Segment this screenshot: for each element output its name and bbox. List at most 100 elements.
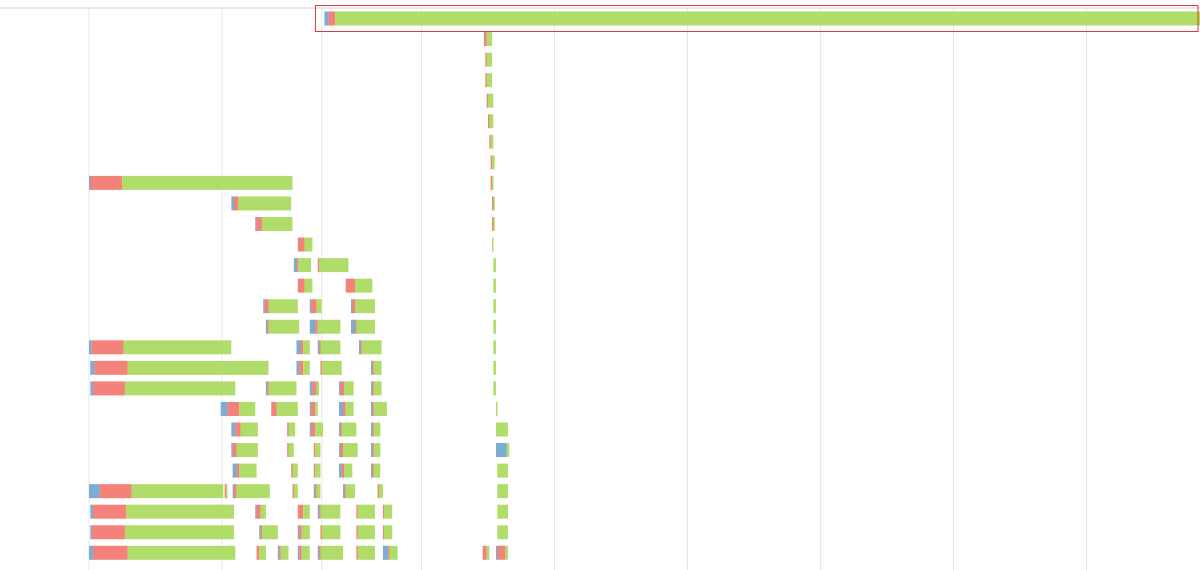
receive-segment (317, 319, 341, 334)
receive-segment (303, 360, 310, 375)
receive-segment (493, 299, 496, 314)
receive-segment (497, 463, 508, 478)
receive-segment (320, 504, 341, 519)
connect-segment (267, 319, 269, 334)
receive-segment (495, 401, 498, 416)
receive-segment (268, 381, 297, 396)
request-row (488, 114, 494, 129)
connect-segment (372, 443, 374, 458)
dns-segment (89, 175, 91, 190)
connect-segment (91, 340, 124, 355)
request-bars (89, 11, 1200, 560)
dns-segment (231, 422, 236, 437)
selected-row-highlight (314, 5, 1199, 32)
receive-segment (486, 73, 492, 88)
request-row (90, 360, 496, 375)
receive-segment (335, 11, 1200, 26)
receive-segment (373, 360, 382, 375)
dns-segment (317, 504, 320, 519)
dns-segment (296, 340, 301, 355)
connect-segment (320, 525, 322, 540)
dns-segment (339, 422, 341, 437)
receive-segment (297, 258, 312, 273)
dns-segment (343, 484, 345, 499)
request-row (220, 401, 498, 416)
receive-segment (497, 484, 508, 499)
connect-segment (340, 422, 342, 437)
request-row (263, 299, 496, 314)
connect-segment (312, 381, 317, 396)
connect-segment (345, 278, 355, 293)
receive-segment (355, 299, 375, 314)
connect-segment (297, 237, 305, 252)
connect-segment (279, 545, 281, 560)
dns-segment (324, 11, 329, 26)
connect-segment (236, 463, 240, 478)
receive-segment (491, 175, 494, 190)
receive-segment (240, 422, 258, 437)
dns-segment (370, 443, 373, 458)
request-row (485, 73, 492, 88)
receive-segment (486, 545, 490, 560)
receive-segment (341, 422, 357, 437)
receive-segment (316, 484, 321, 499)
connect-segment (488, 114, 490, 129)
dns-segment (90, 525, 92, 540)
connect-segment (491, 217, 494, 231)
connect-segment (92, 545, 128, 560)
dns-segment (220, 401, 228, 416)
receive-segment (122, 175, 293, 190)
connect-segment (486, 93, 489, 108)
receive-segment (288, 422, 296, 437)
receive-segment (288, 443, 294, 458)
connect-segment (382, 525, 385, 540)
dns-segment (90, 381, 93, 396)
connect-segment (92, 504, 127, 519)
dns-segment (89, 484, 100, 499)
dns-segment (293, 258, 297, 273)
request-row (484, 32, 492, 47)
connect-segment (267, 381, 269, 396)
receive-segment (292, 463, 298, 478)
connect-segment (372, 422, 374, 437)
connect-segment (233, 484, 237, 499)
connect-segment (315, 319, 318, 334)
receive-segment (493, 217, 495, 231)
dns-segment (351, 299, 353, 314)
receive-segment (124, 381, 236, 396)
connect-segment (313, 443, 316, 458)
connect-segment (91, 525, 125, 540)
dns-segment (317, 340, 320, 355)
receive-segment (343, 443, 358, 458)
receive-segment (505, 545, 508, 560)
dns-segment (259, 525, 261, 540)
receive-segment (384, 504, 393, 519)
receive-segment (259, 545, 266, 560)
receive-segment (126, 504, 234, 519)
gridlines (0, 7, 1200, 570)
receive-segment (493, 196, 495, 211)
connect-segment (291, 463, 293, 478)
connect-segment (315, 484, 317, 499)
request-row (89, 175, 494, 190)
connect-segment (484, 32, 487, 47)
receive-segment (124, 525, 234, 540)
dns-segment (317, 545, 320, 560)
request-row (90, 381, 496, 396)
receive-segment (378, 484, 383, 499)
dns-segment (265, 319, 268, 334)
dns-segment (370, 360, 373, 375)
connect-segment (311, 299, 317, 314)
receive-segment (373, 463, 381, 478)
connect-segment (482, 545, 487, 560)
receive-segment (345, 484, 355, 499)
dns-segment (309, 319, 316, 334)
connect-segment (372, 381, 374, 396)
dns-segment (339, 463, 342, 478)
connect-segment (90, 175, 123, 190)
request-row (490, 155, 495, 170)
connect-segment (343, 401, 346, 416)
connect-segment (344, 484, 346, 499)
connect-segment (490, 175, 493, 190)
dns-segment (370, 422, 373, 437)
